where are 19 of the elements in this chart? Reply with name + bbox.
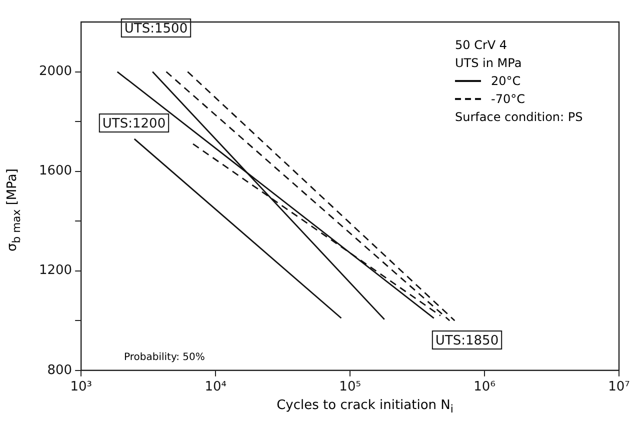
y-tick-label: 1600 (38, 164, 72, 179)
annotation: UTS:1200 (102, 116, 166, 132)
y-tick-label: 800 (47, 362, 72, 378)
x-axis-title: Cycles to crack initiation N$_{i}$ (276, 398, 454, 416)
legend-label: 20°C (491, 73, 521, 90)
annotation: UTS in MPa (455, 55, 523, 72)
annotation: UTS:1500 (124, 21, 188, 36)
x-tick-label: 10⁷ (608, 380, 630, 395)
x-tick-label: 10³ (70, 380, 92, 395)
annotation: Surface condition: PS (455, 109, 583, 126)
legend-label: -70°C (491, 91, 525, 108)
x-tick-label: 10⁶ (474, 380, 496, 395)
y-tick-label: 2000 (38, 64, 72, 80)
annotation: Probability: 50% (124, 352, 205, 363)
x-tick-label: 10⁵ (339, 380, 361, 395)
annotation: UTS:1850 (435, 333, 499, 348)
x-tick-label: 10⁴ (204, 380, 226, 395)
y-tick-label: 1200 (38, 263, 72, 278)
annotation: 50 CrV 4 (455, 37, 508, 54)
